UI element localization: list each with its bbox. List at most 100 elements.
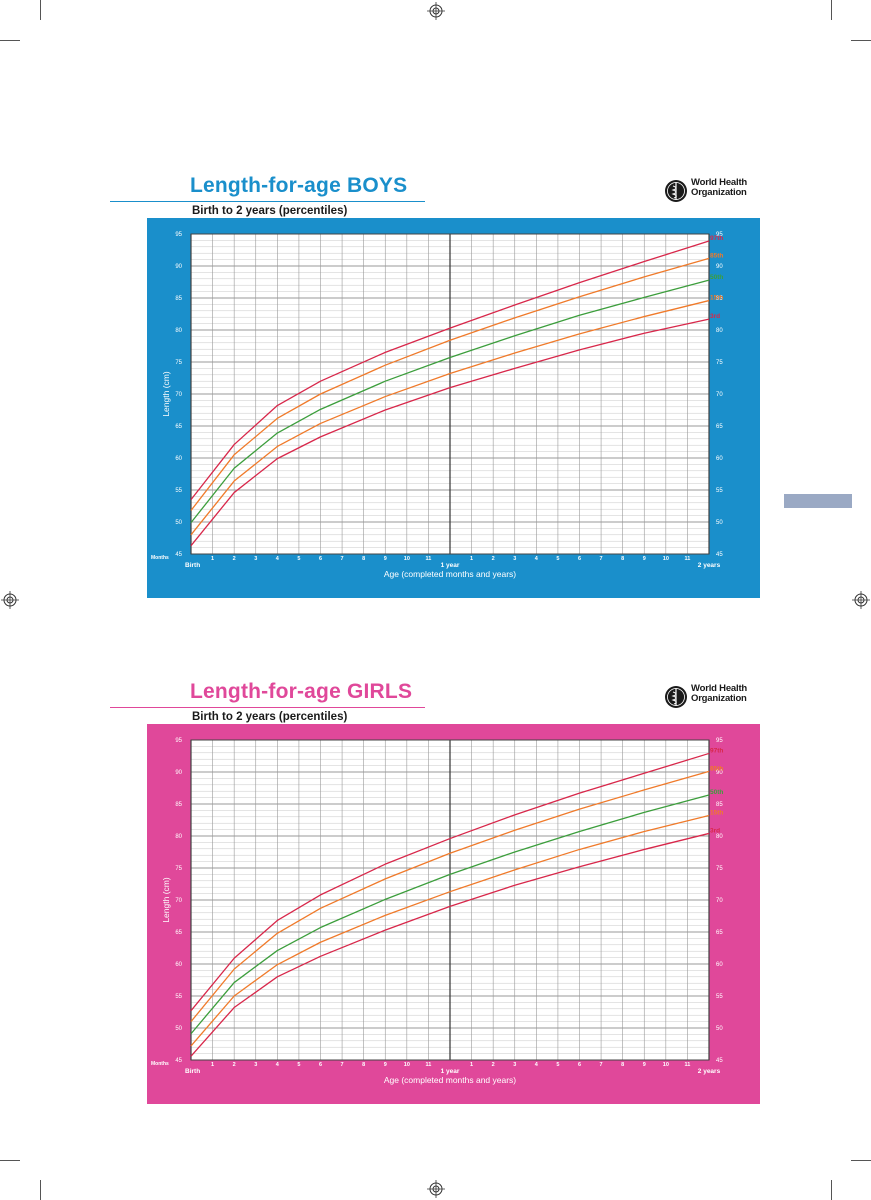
- series-line-3rd: [190, 318, 710, 547]
- chart-title: Length-for-age GIRLS: [190, 680, 413, 703]
- registration-mark-icon: [427, 2, 445, 20]
- x-tick-label: 7: [600, 556, 603, 562]
- y-tick-label-right: 75: [716, 866, 723, 872]
- y-tick-label-left: 85: [175, 296, 182, 302]
- x-tick-label: Birth: [185, 562, 200, 569]
- chart-subtitle: Birth to 2 years (percentiles): [192, 711, 348, 723]
- y-tick-label-right: 90: [716, 770, 723, 776]
- series-line-50th: [190, 279, 710, 524]
- x-tick-label: 6: [319, 556, 322, 562]
- y-tick-label-right: 55: [716, 488, 723, 494]
- x-tick-label: 4: [535, 556, 539, 562]
- y-tick-label-left: 65: [175, 424, 182, 430]
- y-tick-label-left: 90: [175, 770, 182, 776]
- x-tick-label: 1 year: [441, 1068, 460, 1075]
- y-axis-title: Length (cm): [161, 877, 171, 923]
- y-tick-label-left: 75: [175, 866, 182, 872]
- series-label: 97th: [710, 747, 723, 754]
- y-tick-label-left: 60: [175, 962, 182, 968]
- chart-panel-girls: 45 45 50 50 55 55 60 60 65 65 70 70 75 75 80 80 85 85 90 90…: [147, 724, 760, 1104]
- y-tick-label-right: 90: [716, 264, 723, 270]
- series-label: 85th: [710, 252, 723, 259]
- x-tick-label: 1: [470, 556, 473, 562]
- x-tick-label: 7: [341, 1062, 344, 1068]
- y-tick-label-right: 50: [716, 1026, 723, 1032]
- who-name-line-1: World Health: [691, 683, 748, 694]
- title-rule: [110, 201, 425, 202]
- x-tick-label: 2 years: [698, 1068, 721, 1075]
- series-line-15th: [190, 299, 710, 536]
- y-tick-label-right: 65: [716, 930, 723, 936]
- series-line-97th: [190, 752, 710, 1012]
- x-tick-label: 8: [362, 556, 365, 562]
- x-tick-label: 10: [663, 1062, 669, 1068]
- x-tick-label: 10: [404, 556, 410, 562]
- x-tick-label: Birth: [185, 1068, 200, 1075]
- x-tick-label: 11: [685, 556, 691, 562]
- chart-panel-boys: 45 45 50 50 55 55 60 60 65 65 70 70 75 75 80 80 85 85 90 90…: [147, 218, 760, 598]
- series-label: 15th: [710, 810, 723, 817]
- y-tick-label-right: 65: [716, 424, 723, 430]
- x-tick-label: 2 years: [698, 562, 721, 569]
- series-label: 50th: [710, 789, 723, 796]
- y-tick-label-left: 90: [175, 264, 182, 270]
- registration-mark-icon: [852, 591, 870, 609]
- crop-mark: [831, 0, 832, 20]
- x-tick-label: 2: [492, 1062, 495, 1068]
- y-tick-label-left: 70: [175, 898, 182, 904]
- x-tick-label: 1: [211, 556, 214, 562]
- chart-boys: Length-for-age BOYS Birth to 2 years (pe…: [110, 172, 760, 600]
- x-tick-label: 9: [643, 1062, 646, 1068]
- who-logo: World Health Organization: [664, 684, 760, 714]
- plot-border: [190, 233, 710, 555]
- x-tick-label: 4: [276, 556, 280, 562]
- y-tick-label-right: 45: [716, 1058, 723, 1064]
- who-name-line-2: Organization: [691, 187, 747, 198]
- series-line-97th: [190, 240, 710, 501]
- x-axis-title: Age (completed months and years): [384, 1075, 516, 1085]
- x-tick-label: 3: [254, 556, 257, 562]
- y-tick-label-right: 70: [716, 392, 723, 398]
- x-tick-label: 3: [513, 1062, 516, 1068]
- series-label: 97th: [710, 235, 723, 242]
- y-tick-label-right: 45: [716, 552, 723, 558]
- y-tick-label-right: 80: [716, 328, 723, 334]
- y-tick-label-right: 85: [716, 296, 723, 302]
- x-tick-label: 4: [276, 1062, 280, 1068]
- y-tick-label-left: 95: [175, 232, 182, 238]
- x-tick-label: 9: [384, 1062, 387, 1068]
- x-units-label: Months: [151, 1061, 169, 1067]
- x-tick-label: 9: [643, 556, 646, 562]
- y-axis-title: Length (cm): [161, 371, 171, 417]
- y-tick-label-left: 70: [175, 392, 182, 398]
- who-emblem-icon: [665, 686, 687, 708]
- x-tick-label: 8: [362, 1062, 365, 1068]
- chart-title: Length-for-age BOYS: [190, 174, 408, 197]
- series-label: 3rd: [710, 313, 720, 320]
- series-label: 3rd: [710, 827, 720, 834]
- x-tick-label: 1: [470, 1062, 473, 1068]
- y-tick-label-left: 80: [175, 328, 182, 334]
- y-tick-label-left: 50: [175, 520, 182, 526]
- y-tick-label-right: 95: [716, 738, 723, 744]
- series-line-3rd: [190, 832, 710, 1057]
- x-units-label: Months: [151, 555, 169, 561]
- x-tick-label: 3: [513, 556, 516, 562]
- y-tick-label-left: 95: [175, 738, 182, 744]
- x-tick-label: 5: [297, 1062, 300, 1068]
- y-tick-label-left: 65: [175, 930, 182, 936]
- who-name-line-2: Organization: [691, 693, 747, 704]
- x-tick-label: 2: [492, 556, 495, 562]
- crop-mark: [0, 40, 20, 41]
- registration-mark-icon: [1, 591, 19, 609]
- series-label: 15th: [710, 295, 723, 302]
- x-tick-label: 2: [233, 1062, 236, 1068]
- y-tick-label-left: 80: [175, 834, 182, 840]
- x-tick-label: 2: [233, 556, 236, 562]
- crop-mark: [40, 1180, 41, 1200]
- series-line-15th: [190, 814, 710, 1047]
- y-tick-label-left: 85: [175, 802, 182, 808]
- x-tick-label: 6: [319, 1062, 322, 1068]
- x-tick-label: 10: [404, 1062, 410, 1068]
